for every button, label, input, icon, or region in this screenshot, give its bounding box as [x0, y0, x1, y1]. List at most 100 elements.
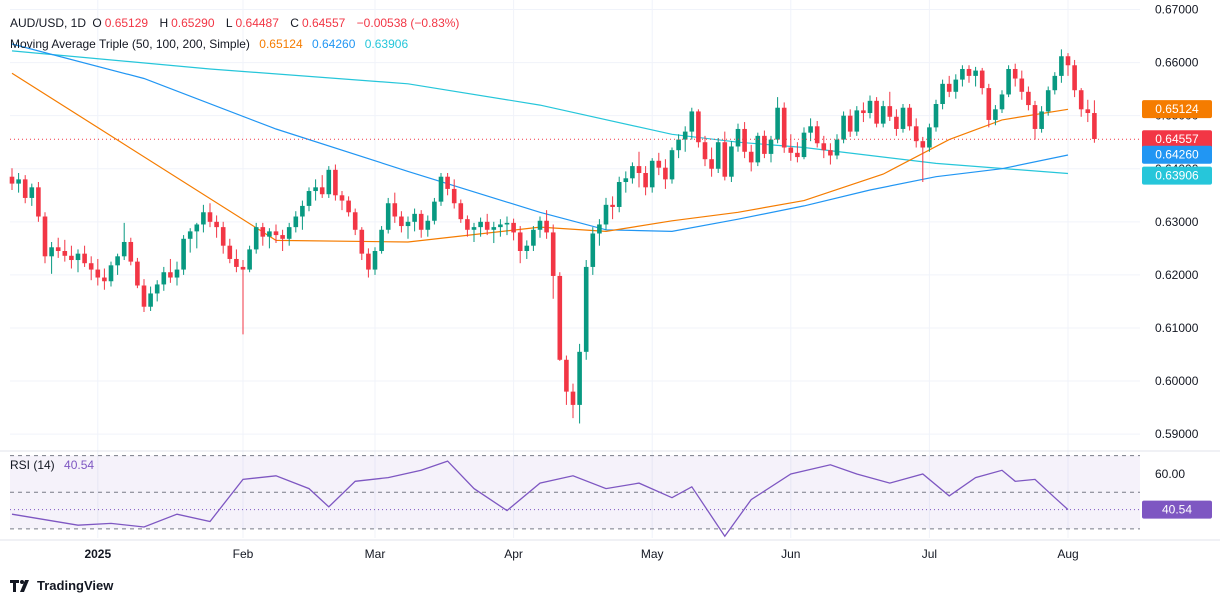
candle-body	[577, 351, 582, 405]
rsi-value: 40.54	[64, 458, 95, 472]
candle-body	[979, 70, 985, 89]
candle	[293, 211, 299, 233]
candle-body	[478, 221, 483, 228]
candle	[689, 107, 695, 140]
candle-body	[623, 178, 629, 183]
candle	[29, 183, 35, 206]
candle	[854, 106, 860, 136]
candle	[102, 268, 107, 290]
candle-body	[920, 141, 926, 148]
time-tick-label: Apr	[504, 547, 523, 561]
price-tick-label: 0.63000	[1155, 215, 1199, 229]
high-label: H	[159, 16, 169, 30]
ma-label[interactable]: Moving Average Triple (50, 100, 200, Sim…	[10, 37, 250, 51]
change-value: −0.00538 (−0.83%)	[356, 16, 460, 30]
candle	[234, 249, 239, 273]
candle-body	[1078, 90, 1084, 110]
candle	[313, 179, 318, 201]
rsi-tick-label: 60.00	[1155, 467, 1185, 481]
candle-body	[168, 272, 173, 278]
candle-body	[174, 269, 180, 278]
candle	[775, 97, 780, 144]
candle	[643, 166, 648, 196]
candle-body	[755, 135, 761, 163]
candle-body	[465, 219, 470, 230]
candle-body	[999, 94, 1005, 110]
candle-body	[148, 293, 153, 307]
ma200-axis-label: 0.63906	[1155, 169, 1199, 183]
candle	[465, 215, 470, 237]
candle-body	[333, 169, 338, 196]
candle-body	[240, 266, 246, 270]
candle-body	[42, 216, 48, 257]
candle	[62, 239, 68, 262]
candle-body	[597, 224, 602, 234]
candle	[762, 130, 767, 159]
candle-body	[187, 231, 193, 239]
candle	[841, 111, 846, 144]
candle-body	[748, 151, 754, 163]
candle	[861, 102, 866, 123]
candle-body	[412, 213, 417, 222]
rsi-label[interactable]: RSI (14)	[10, 458, 55, 472]
candle	[788, 134, 794, 161]
candle-body	[273, 231, 279, 236]
candle-body	[379, 229, 384, 252]
candle	[649, 158, 655, 193]
candle-body	[55, 247, 61, 252]
candle	[418, 210, 424, 238]
candle	[663, 159, 668, 189]
candle-body	[715, 142, 721, 169]
candle-body	[128, 241, 134, 262]
candle-body	[564, 359, 569, 392]
candle	[550, 224, 556, 299]
candle-body	[62, 251, 68, 256]
candle-body	[531, 229, 536, 246]
candle	[121, 222, 127, 261]
candle	[141, 279, 147, 313]
candle	[187, 228, 193, 253]
candle-body	[616, 182, 622, 207]
candle-body	[735, 128, 741, 147]
candle	[247, 245, 252, 273]
price-tick-label: 0.61000	[1155, 321, 1199, 335]
tradingview-logo[interactable]: TradingView	[10, 578, 113, 593]
candle-body	[656, 160, 662, 168]
candle-body	[742, 128, 747, 152]
candle-body	[933, 104, 939, 128]
candle-body	[207, 212, 213, 222]
candle	[729, 141, 734, 183]
candle	[715, 137, 721, 173]
candle	[352, 208, 358, 236]
rsi-axis-label-bg	[1142, 500, 1212, 519]
candle-body	[847, 115, 853, 132]
candle-body	[986, 88, 992, 120]
candle-body	[339, 195, 345, 201]
candle	[273, 224, 279, 244]
open-label: O	[92, 16, 102, 30]
candle	[531, 226, 536, 252]
candle	[603, 197, 609, 230]
symbol-label[interactable]: AUD/USD, 1D	[10, 16, 87, 30]
candle	[676, 134, 681, 159]
candle-body	[432, 201, 437, 221]
candle	[927, 123, 932, 152]
candle	[379, 226, 384, 254]
candle-body	[590, 233, 596, 267]
low-label: L	[225, 16, 233, 30]
candle	[326, 166, 332, 198]
candle-body	[75, 253, 81, 261]
candle-body	[1045, 90, 1051, 112]
candle-body	[841, 115, 846, 140]
candle-body	[293, 216, 299, 228]
candle-body	[1059, 56, 1064, 76]
candle	[755, 132, 761, 167]
close-axis-label-bg	[1142, 130, 1212, 149]
candle-body	[775, 107, 780, 140]
ma50-value: 0.65124	[259, 37, 303, 51]
candle-body	[319, 187, 325, 195]
candle	[722, 131, 728, 181]
candle-body	[801, 132, 807, 158]
candle-body	[366, 253, 371, 270]
